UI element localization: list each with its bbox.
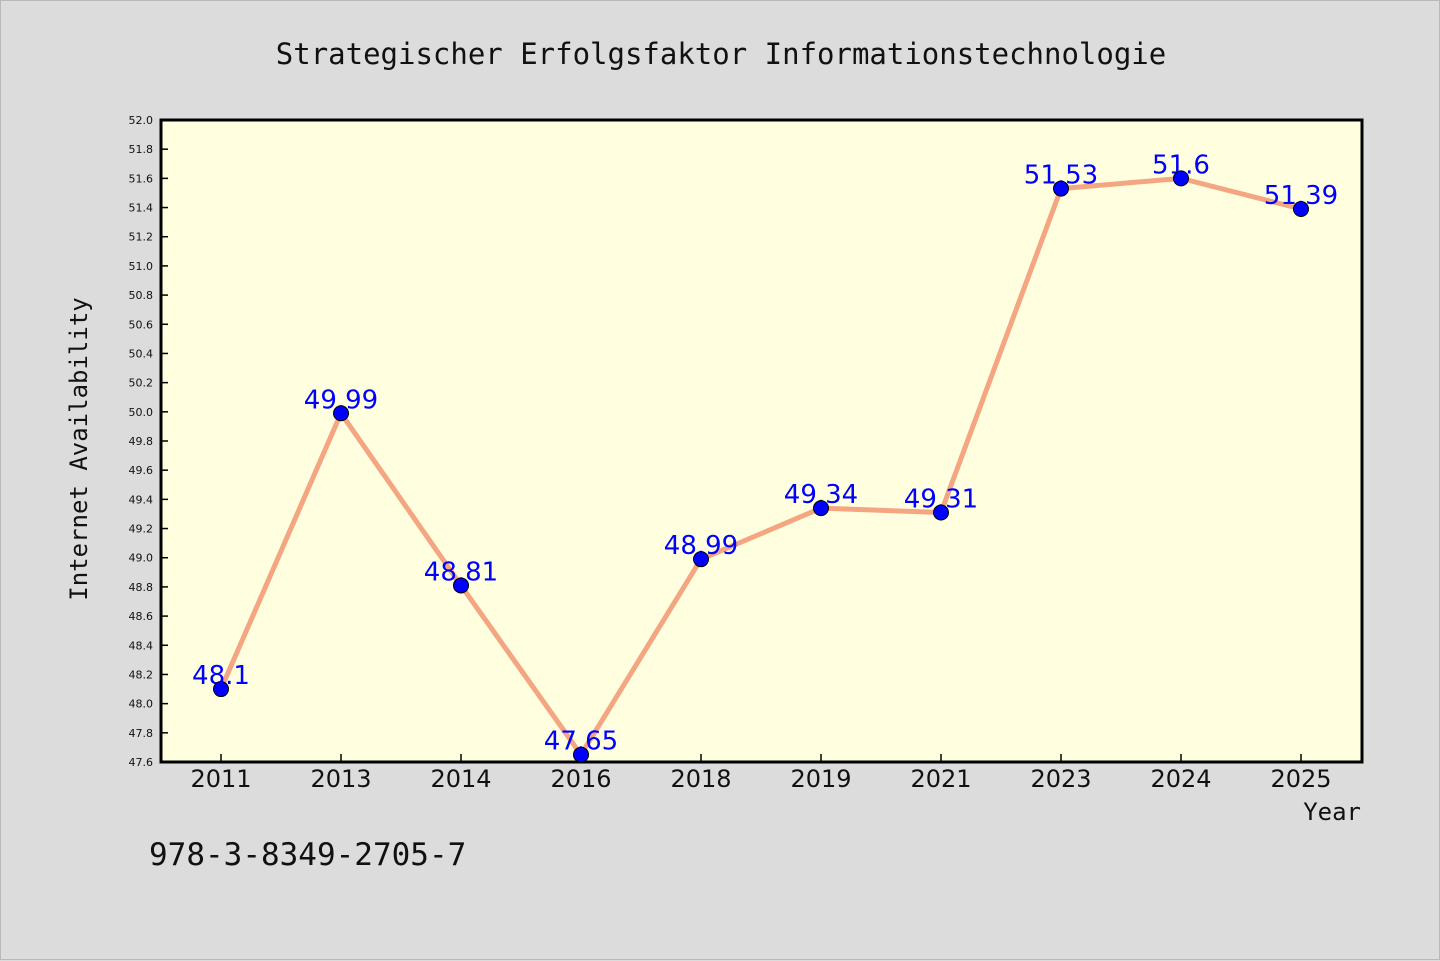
data-point (213, 681, 229, 698)
y-tick-label: 50.4 (129, 347, 154, 360)
y-tick-label: 49.0 (129, 552, 154, 565)
x-tick-label: 2021 (910, 765, 971, 793)
y-tick-label: 48.2 (129, 668, 154, 681)
x-tick-label: 2024 (1150, 765, 1211, 793)
x-tick-label: 2025 (1270, 765, 1331, 793)
y-tick-label: 48.6 (129, 610, 154, 623)
x-tick-label: 2023 (1030, 765, 1091, 793)
y-tick-label: 49.4 (129, 493, 154, 506)
y-tick-label: 52.0 (129, 114, 154, 127)
data-point (933, 504, 949, 521)
y-tick-label: 47.6 (129, 756, 154, 769)
chart-title: Strategischer Erfolgsfaktor Informations… (276, 37, 1166, 71)
data-point (693, 551, 709, 568)
x-tick-label: 2014 (430, 765, 491, 793)
y-tick-label: 51.4 (129, 202, 154, 215)
y-tick-label: 50.6 (129, 318, 154, 331)
y-tick-label: 49.6 (129, 464, 154, 477)
data-point (453, 577, 469, 594)
data-point (1053, 180, 1069, 197)
y-tick-label: 48.4 (129, 639, 154, 652)
y-tick-label: 47.8 (129, 727, 154, 740)
data-point (1173, 170, 1189, 187)
data-point (333, 405, 349, 422)
data-point (813, 500, 829, 517)
y-tick-label: 49.2 (129, 523, 154, 536)
y-tick-label: 51.0 (129, 260, 154, 273)
series-line (218, 175, 1304, 758)
y-tick-label: 50.0 (129, 406, 154, 419)
y-tick-label: 50.2 (129, 377, 154, 390)
x-tick-label: 2013 (310, 765, 371, 793)
y-tick-label: 48.0 (129, 698, 154, 711)
y-tick-label: 48.8 (129, 581, 154, 594)
y-axis: 47.6 47.8 48.0 48.2 48.4 48.6 48.8 49.0 49.2 49.4… (129, 114, 168, 769)
y-axis-label: Internet Availability (65, 297, 93, 600)
data-point (1293, 201, 1309, 218)
y-tick-label: 51.8 (129, 143, 154, 156)
y-tick-label: 51.2 (129, 231, 154, 244)
y-tick-label: 49.8 (129, 435, 154, 448)
data-point (573, 746, 589, 763)
y-tick-label: 50.8 (129, 289, 154, 302)
x-tick-label: 2016 (550, 765, 611, 793)
x-axis-label: Year (1303, 798, 1361, 826)
x-axis: 2011 2013 2014 2016 2018 2019 2021 2023 2024 2025 (190, 754, 1332, 793)
x-tick-label: 2019 (790, 765, 851, 793)
plot-area (159, 118, 1364, 764)
x-tick-label: 2011 (190, 765, 251, 793)
footer-isbn: 978-3-8349-2705-7 (149, 837, 466, 873)
y-tick-label: 51.6 (129, 172, 154, 185)
x-tick-label: 2018 (670, 765, 731, 793)
